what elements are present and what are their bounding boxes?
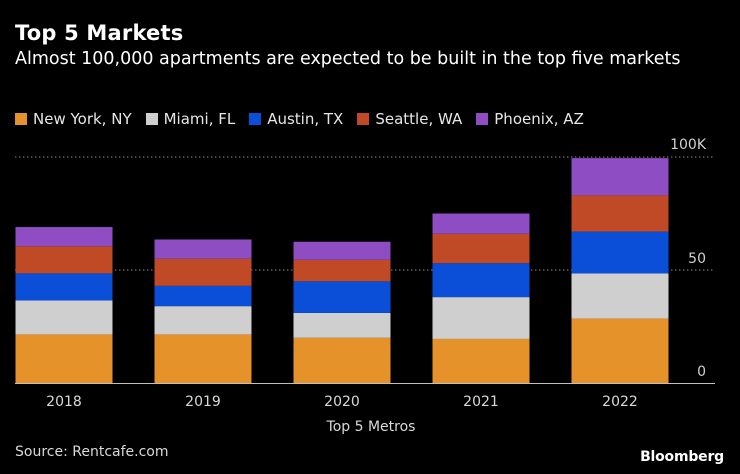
bar-2020-austin-tx [293,281,391,313]
legend-label-austin: Austin, TX [267,110,344,128]
x-axis-title: Top 5 Metros [326,419,416,435]
bar-2021-phoenix-az [432,213,530,234]
y-tick-label-50: 50 [688,251,706,267]
x-tick-label-2019: 2019 [185,394,221,410]
y-tick-label-0: 0 [697,364,706,380]
legend-item-phoenix: Phoenix, AZ [476,110,584,128]
bar-2021-miami-fl [432,297,530,339]
source-note: Source: Rentcafe.com [15,444,169,460]
bar-2019-austin-tx [154,285,252,307]
x-tick-label-2021: 2021 [463,394,499,410]
legend: New York, NY Miami, FL Austin, TX Seattl… [15,110,584,128]
bar-2020-new-york-ny [293,337,391,383]
bar-2021-seattle-wa [432,233,530,264]
bar-2021-new-york-ny [432,338,530,383]
legend-item-miami: Miami, FL [145,110,236,128]
chart-title: Top 5 Markets [15,21,184,45]
x-tick-label-2018: 2018 [46,394,82,410]
bar-2022-miami-fl [571,273,669,319]
legend-swatch-phoenix [476,113,489,125]
bar-2019-seattle-wa [154,258,252,286]
legend-swatch-seattle [357,113,370,125]
bar-2018-seattle-wa [15,246,113,274]
bar-2019-phoenix-az [154,239,252,259]
bar-2022-seattle-wa [571,195,669,232]
legend-swatch-miami [145,113,158,125]
legend-label-phoenix: Phoenix, AZ [494,110,584,128]
bar-2018-new-york-ny [15,334,113,383]
legend-item-new-york: New York, NY [15,110,132,128]
chart-subtitle: Almost 100,000 apartments are expected t… [15,49,681,69]
legend-label-seattle: Seattle, WA [375,110,463,128]
legend-label-new-york: New York, NY [33,110,132,128]
bar-2020-seattle-wa [293,259,391,282]
bar-2021-austin-tx [432,263,530,298]
bloomberg-logo: Bloomberg [640,449,724,465]
bar-2022-new-york-ny [571,318,669,383]
legend-label-miami: Miami, FL [163,110,236,128]
bar-2020-miami-fl [293,312,391,338]
bar-2022-austin-tx [571,231,669,274]
legend-item-austin: Austin, TX [249,110,343,128]
legend-item-seattle: Seattle, WA [357,110,462,128]
bar-2018-phoenix-az [15,227,113,247]
bar-2018-miami-fl [15,300,113,335]
bar-2018-austin-tx [15,273,113,301]
bar-2019-new-york-ny [154,334,252,383]
x-tick-label-2022: 2022 [602,394,638,410]
bar-2020-phoenix-az [293,241,391,260]
y-tick-label-100: 100K [670,137,707,153]
bar-2022-phoenix-az [571,158,669,196]
x-tick-label-2020: 2020 [324,394,360,410]
legend-swatch-new-york [15,113,27,125]
legend-swatch-austin [249,113,262,125]
bar-2019-miami-fl [154,306,252,335]
